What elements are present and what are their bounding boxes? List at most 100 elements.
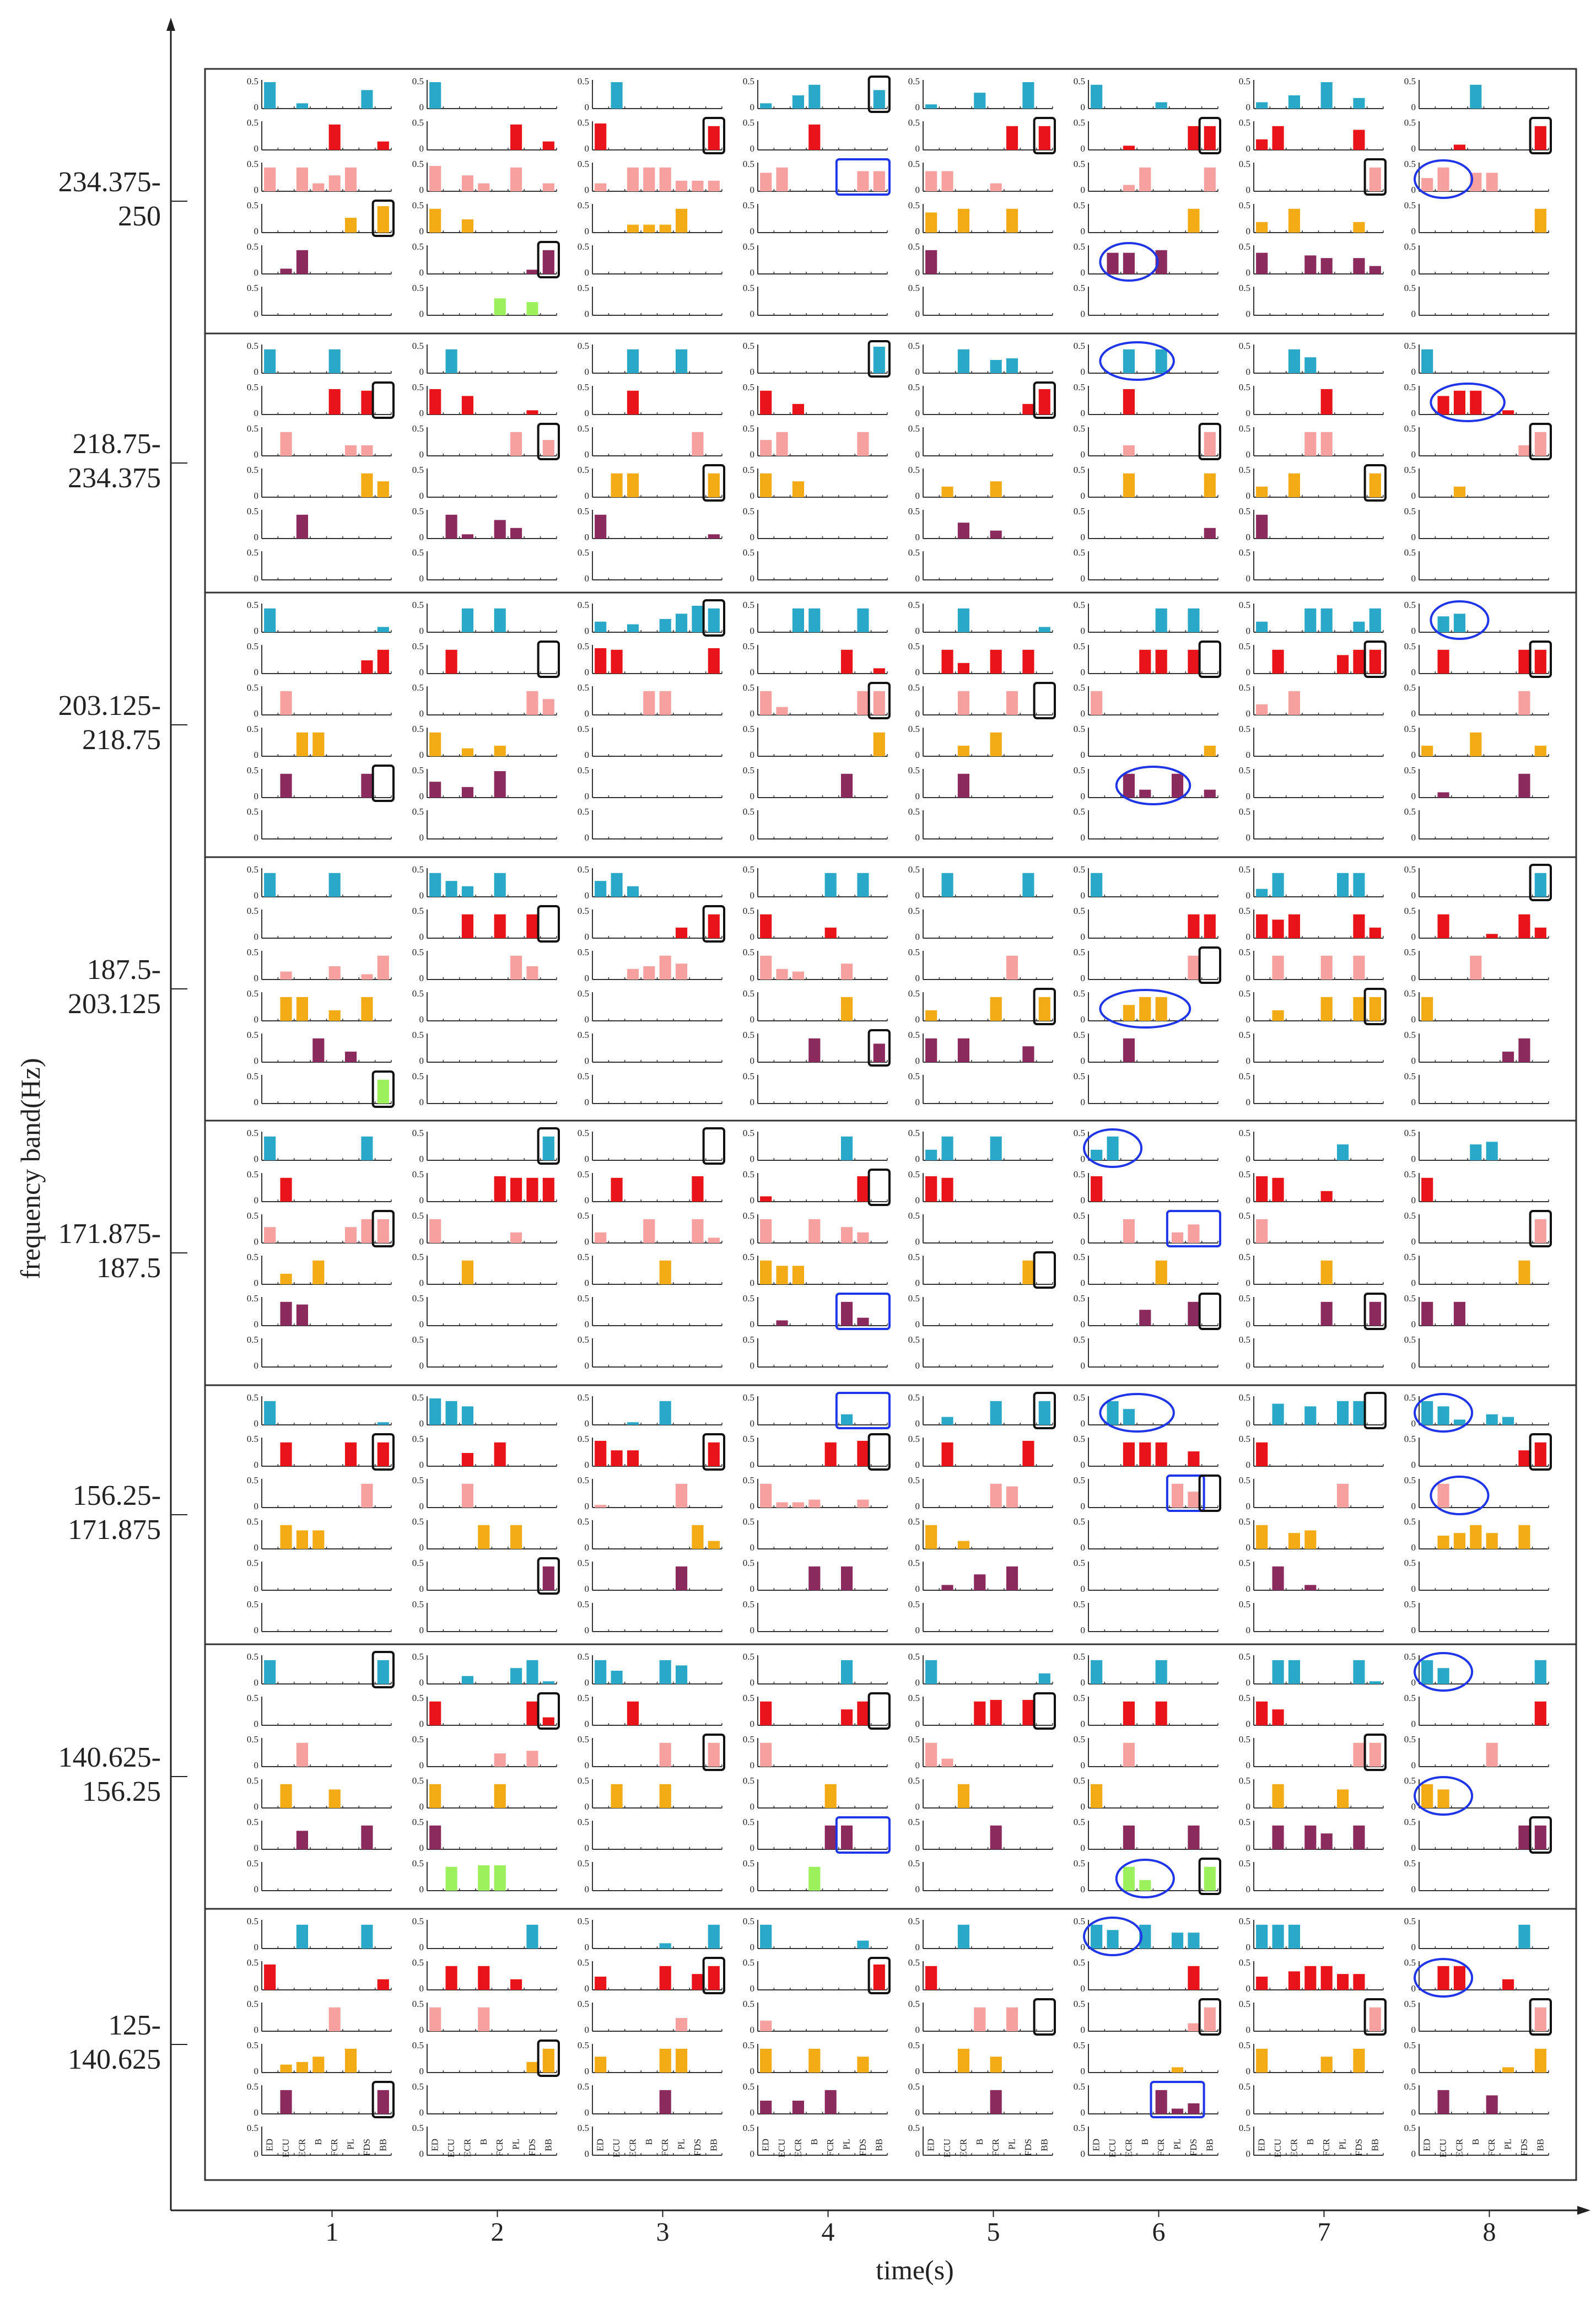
- bar: [925, 1038, 937, 1062]
- bar: [1369, 266, 1381, 274]
- bar: [1304, 1826, 1316, 1849]
- mini-tick-label-zero: 0: [254, 626, 259, 636]
- bar: [760, 1484, 772, 1508]
- mini-tick-label-zero: 0: [750, 708, 755, 719]
- mini-tick-label-zero: 0: [1246, 1097, 1251, 1107]
- mini-tick-label-max: 0.5: [743, 765, 754, 776]
- bar: [792, 2101, 804, 2114]
- mini-tick-label-zero: 0: [1411, 750, 1416, 760]
- mini-tick-label-max: 0.5: [908, 988, 920, 999]
- bar: [378, 1979, 389, 1990]
- bar: [857, 171, 869, 191]
- mini-tick-label-zero: 0: [750, 626, 755, 636]
- bar: [1304, 432, 1316, 456]
- bar: [429, 873, 441, 897]
- bar: [708, 1925, 720, 1949]
- bar: [1256, 1702, 1268, 1725]
- mini-tick-label-zero: 0: [585, 102, 590, 112]
- mini-tick-label-zero: 0: [915, 449, 920, 460]
- mini-tick-label-zero: 0: [585, 573, 590, 584]
- bar: [1421, 746, 1433, 756]
- mini-tick-label-max: 0.5: [247, 988, 258, 999]
- bar: [841, 1826, 853, 1849]
- mini-tick-label-max: 0.5: [412, 864, 424, 875]
- bar: [1304, 1406, 1316, 1425]
- bar: [925, 1176, 937, 1202]
- bar: [543, 184, 554, 191]
- bar: [841, 1414, 853, 1425]
- bar: [345, 1052, 357, 1062]
- bar: [792, 404, 804, 415]
- mini-tick-label-max: 0.5: [1404, 806, 1416, 817]
- mini-tick-label-max: 0.5: [412, 1030, 424, 1040]
- mini-tick-label-zero: 0: [1081, 1014, 1086, 1025]
- bar: [1022, 873, 1034, 897]
- bar: [1204, 432, 1216, 456]
- bar: [429, 389, 441, 415]
- bar: [660, 168, 671, 191]
- mini-tick-label-zero: 0: [419, 1014, 424, 1025]
- mini-tick-label-zero: 0: [585, 532, 590, 542]
- bar: [1288, 1971, 1300, 1990]
- bar: [543, 440, 554, 456]
- bar: [676, 2018, 687, 2031]
- bar: [1188, 1224, 1199, 1243]
- bar: [627, 886, 639, 897]
- bar: [1272, 1709, 1284, 1725]
- bar: [378, 206, 389, 233]
- bar: [1288, 1533, 1300, 1549]
- highlight-rect: [1365, 1393, 1385, 1428]
- bar: [1272, 1826, 1284, 1849]
- mini-tick-label-max: 0.5: [1239, 988, 1250, 999]
- mini-tick-label-zero: 0: [1246, 532, 1251, 542]
- mini-tick-label-max: 0.5: [743, 947, 754, 957]
- mini-tick-label-zero: 0: [419, 832, 424, 843]
- mini-tick-label-max: 0.5: [578, 765, 589, 776]
- bar: [445, 515, 457, 539]
- mini-tick-label-max: 0.5: [412, 117, 424, 128]
- bar: [1353, 1660, 1365, 1684]
- bar: [1091, 873, 1102, 897]
- bar: [329, 125, 341, 150]
- mini-tick-label-zero: 0: [1081, 408, 1086, 418]
- bar: [312, 1261, 324, 1284]
- mini-tick-label-zero: 0: [254, 143, 259, 154]
- bar: [1421, 1660, 1433, 1684]
- mini-tick-label-zero: 0: [915, 532, 920, 542]
- bar: [692, 432, 703, 456]
- bar: [1091, 1784, 1102, 1808]
- bar: [510, 432, 522, 456]
- mini-tick-label-max: 0.5: [1074, 423, 1085, 434]
- bar: [760, 1702, 772, 1725]
- bar: [1156, 609, 1167, 632]
- bar: [990, 1700, 1002, 1725]
- bar: [526, 966, 538, 980]
- mini-tick-label-zero: 0: [419, 1056, 424, 1066]
- bar: [627, 349, 639, 373]
- bar: [1535, 1219, 1546, 1243]
- mini-tick-label-max: 0.5: [578, 947, 589, 957]
- bar: [280, 432, 292, 456]
- bar: [1353, 98, 1365, 109]
- bar: [1321, 2057, 1333, 2073]
- mini-tick-label-max: 0.5: [1239, 200, 1250, 211]
- bar: [958, 746, 969, 756]
- mini-tick-label-zero: 0: [1246, 791, 1251, 801]
- mini-tick-label-zero: 0: [1411, 832, 1416, 843]
- bar: [1256, 253, 1268, 274]
- bar: [1470, 1144, 1481, 1160]
- bar: [1139, 1880, 1151, 1891]
- bar: [429, 1826, 441, 1849]
- mini-tick-label-max: 0.5: [1074, 988, 1085, 999]
- bar: [925, 1525, 937, 1549]
- bar: [660, 2090, 671, 2114]
- bar: [1172, 1484, 1183, 1508]
- bar: [1188, 1826, 1199, 1849]
- bar: [478, 184, 489, 191]
- mini-tick-label-max: 0.5: [578, 341, 589, 351]
- bar: [543, 250, 554, 274]
- bar: [1204, 746, 1216, 756]
- bar: [1288, 209, 1300, 233]
- mini-tick-label-zero: 0: [1081, 791, 1086, 801]
- bar: [1518, 445, 1530, 456]
